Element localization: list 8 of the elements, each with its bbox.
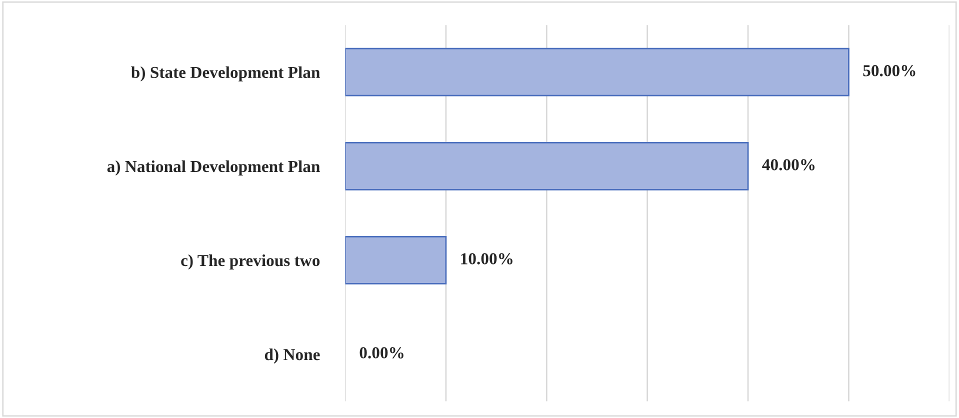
data-label: 0.00% [360, 347, 404, 358]
y-tick-label: c) The previous two [181, 254, 320, 270]
y-tick-label: b) State Development Plan [131, 66, 320, 82]
data-label: 40.00% [762, 159, 815, 170]
y-tick-label: d) None [264, 348, 320, 364]
y-tick-label: a) National Development Plan [107, 160, 320, 176]
data-label: 50.00% [863, 65, 916, 76]
data-label: 10.00% [461, 253, 512, 264]
